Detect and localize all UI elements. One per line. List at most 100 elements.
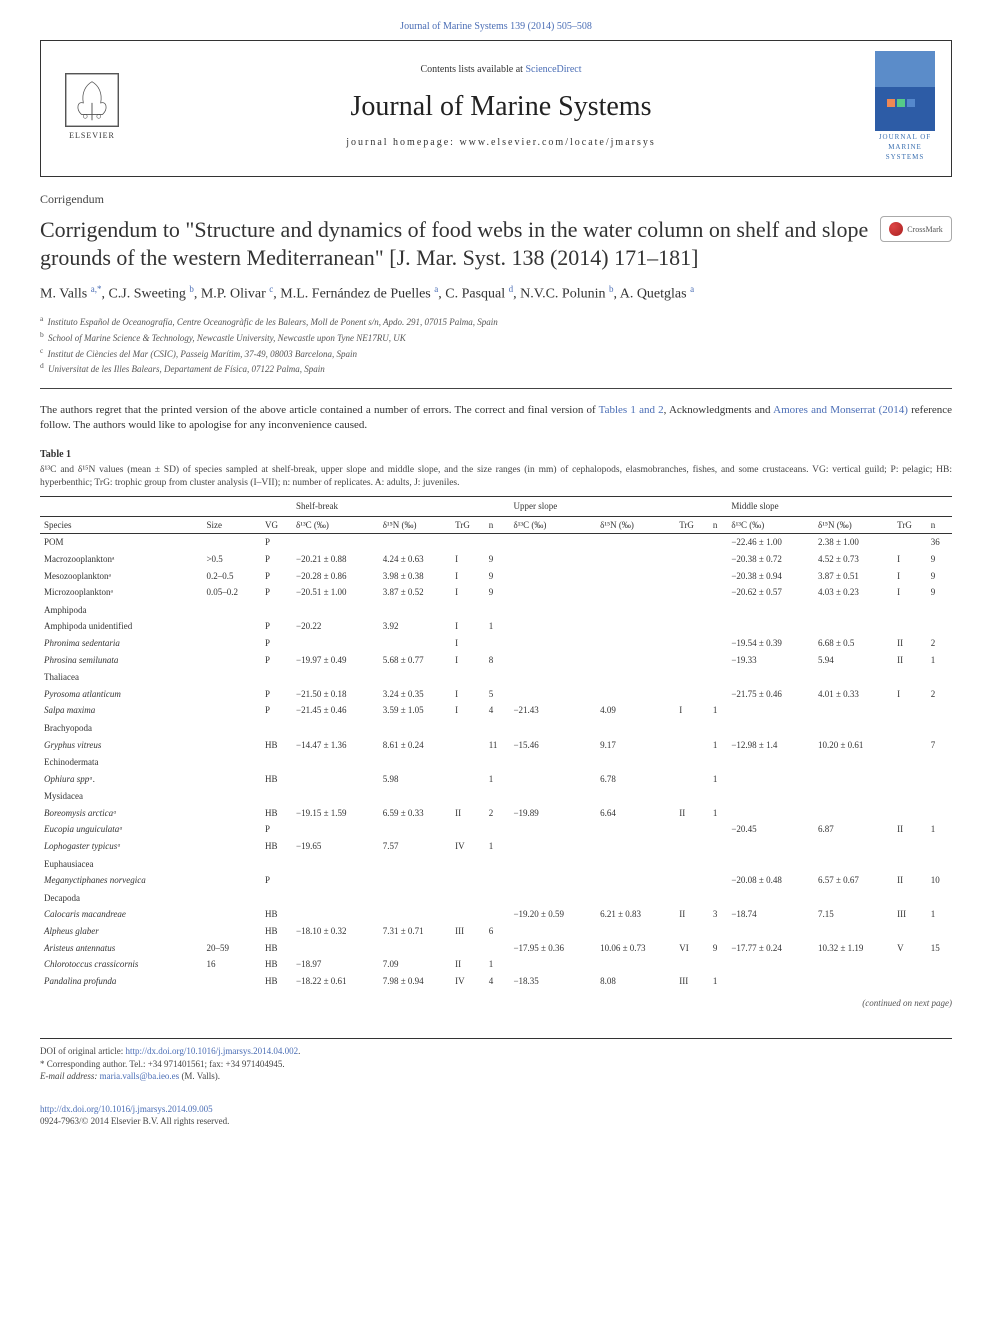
cell: Microzooplanktonᵃ — [40, 584, 202, 601]
crossmark-label: CrossMark — [907, 224, 943, 235]
cell — [727, 923, 814, 940]
cell — [675, 923, 709, 940]
cell: P — [261, 618, 292, 635]
cell: P — [261, 534, 292, 551]
cell: 5 — [485, 686, 510, 703]
cell — [675, 534, 709, 551]
cell — [893, 771, 927, 788]
cell — [292, 872, 379, 889]
cell: 6.57 ± 0.67 — [814, 872, 893, 889]
cell: Mesozooplanktonᵃ — [40, 568, 202, 585]
email-link[interactable]: maria.valls@ba.ieo.es — [100, 1071, 180, 1081]
cover-title: JOURNAL OF MARINE SYSTEMS — [875, 133, 935, 162]
journal-cover-image — [875, 51, 935, 131]
table-row: Amphipoda — [40, 601, 952, 619]
cell: 9.17 — [596, 737, 675, 754]
th-upper-slope: Upper slope — [509, 497, 727, 517]
cell — [709, 923, 728, 940]
group-cell: Mysidacea — [40, 787, 952, 805]
th-sub-13: TrG — [893, 516, 927, 534]
cell — [709, 686, 728, 703]
contents-prefix: Contents lists available at — [420, 64, 525, 75]
journal-reference: Journal of Marine Systems 139 (2014) 505… — [40, 20, 952, 34]
cell: 1 — [485, 956, 510, 973]
cell — [814, 923, 893, 940]
cell — [596, 956, 675, 973]
cell: I — [451, 568, 485, 585]
cell — [202, 737, 260, 754]
cell: −21.75 ± 0.46 — [727, 686, 814, 703]
cell — [379, 872, 451, 889]
cell — [596, 872, 675, 889]
cell — [485, 872, 510, 889]
cell — [927, 973, 952, 990]
cell: II — [675, 906, 709, 923]
cell — [292, 534, 379, 551]
table-row: Macrozooplanktonᵃ>0.5P−20.21 ± 0.884.24 … — [40, 551, 952, 568]
cell: 1 — [927, 906, 952, 923]
cell: 10.32 ± 1.19 — [814, 940, 893, 957]
table-row: Mesozooplanktonᵃ0.2–0.5P−20.28 ± 0.863.9… — [40, 568, 952, 585]
cell — [292, 940, 379, 957]
cell: 7 — [927, 737, 952, 754]
original-doi-link[interactable]: http://dx.doi.org/10.1016/j.jmarsys.2014… — [125, 1046, 298, 1056]
email-suffix: (M. Valls). — [179, 1071, 220, 1081]
cell — [509, 635, 596, 652]
cell: II — [675, 805, 709, 822]
cell: VI — [675, 940, 709, 957]
journal-homepage: journal homepage: www.elsevier.com/locat… — [127, 136, 875, 150]
table-row: Thaliacea — [40, 668, 952, 686]
cell: Chlorotoccus crassicornis — [40, 956, 202, 973]
cell: 1 — [709, 737, 728, 754]
cell — [379, 940, 451, 957]
cell: 10.20 ± 0.61 — [814, 737, 893, 754]
cell — [675, 872, 709, 889]
cell — [675, 956, 709, 973]
cell — [292, 821, 379, 838]
cell — [893, 923, 927, 940]
cell: I — [893, 584, 927, 601]
cell — [202, 534, 260, 551]
cover-line3: SYSTEMS — [886, 153, 925, 161]
cell: −19.33 — [727, 652, 814, 669]
corrigendum-paragraph: The authors regret that the printed vers… — [40, 403, 952, 434]
crossmark-badge[interactable]: CrossMark — [880, 216, 952, 242]
cell — [814, 956, 893, 973]
cell: 9 — [927, 584, 952, 601]
cell — [485, 635, 510, 652]
cell: 7.31 ± 0.71 — [379, 923, 451, 940]
cell: Phronima sedentaria — [40, 635, 202, 652]
table-row: Microzooplanktonᵃ0.05–0.2P−20.51 ± 1.003… — [40, 584, 952, 601]
cell — [292, 771, 379, 788]
table-row: Chlorotoccus crassicornis16HB−18.977.09I… — [40, 956, 952, 973]
th-sub-5: TrG — [451, 516, 485, 534]
cell — [509, 618, 596, 635]
cell: II — [893, 635, 927, 652]
cell — [485, 940, 510, 957]
cell: 8.08 — [596, 973, 675, 990]
cell: III — [893, 906, 927, 923]
cell: 1 — [709, 771, 728, 788]
cover-line2: MARINE — [888, 143, 922, 151]
cell: I — [451, 584, 485, 601]
data-table: Shelf-break Upper slope Middle slope Spe… — [40, 496, 952, 989]
cell — [202, 771, 260, 788]
table-row: Ophiura sppᵃ.HB5.9816.781 — [40, 771, 952, 788]
sciencedirect-link[interactable]: ScienceDirect — [525, 64, 581, 75]
table-row: POMP−22.46 ± 1.002.38 ± 1.0036 — [40, 534, 952, 551]
article-doi-link[interactable]: http://dx.doi.org/10.1016/j.jmarsys.2014… — [40, 1104, 213, 1114]
cell: II — [893, 821, 927, 838]
continued-note: (continued on next page) — [40, 997, 952, 1010]
th-species-spacer — [40, 497, 292, 517]
cell — [451, 940, 485, 957]
cell: 0.05–0.2 — [202, 584, 260, 601]
cell — [814, 618, 893, 635]
cell: I — [451, 652, 485, 669]
cell: II — [893, 652, 927, 669]
cell — [596, 923, 675, 940]
cell: 3.87 ± 0.51 — [814, 568, 893, 585]
cell: 10.06 ± 0.73 — [596, 940, 675, 957]
table-row: Mysidacea — [40, 787, 952, 805]
cell — [509, 686, 596, 703]
cell: −20.28 ± 0.86 — [292, 568, 379, 585]
